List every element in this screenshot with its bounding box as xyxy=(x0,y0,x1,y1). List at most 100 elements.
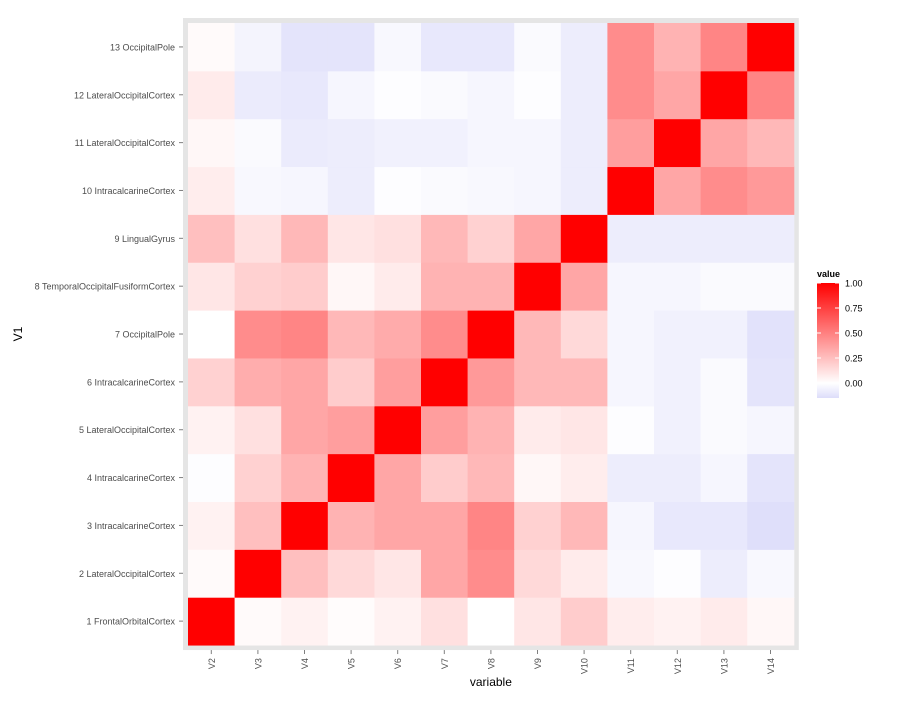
heatmap-cell xyxy=(467,262,515,311)
y-tick-label: 1 FrontalOrbitalCortex xyxy=(86,617,175,627)
heatmap-cell xyxy=(374,70,422,120)
heatmap-cell xyxy=(421,453,469,502)
heatmap-cell xyxy=(467,597,515,646)
heatmap-cell xyxy=(654,597,702,646)
heatmap-cell xyxy=(421,597,469,646)
y-tick-label: 10 IntracalcarineCortex xyxy=(82,186,176,196)
heatmap-cell xyxy=(234,597,282,646)
legend-ticks: 1.00 0.75 0.50 0.25 0.00 xyxy=(817,279,863,389)
heatmap-cell xyxy=(560,23,608,72)
heatmap-cell xyxy=(700,310,748,359)
y-tick-label: 3 IntracalcarineCortex xyxy=(87,521,176,531)
y-tick-label: 13 OccipitalPole xyxy=(110,42,175,52)
heatmap-cell xyxy=(374,262,422,311)
heatmap-cell xyxy=(747,310,795,359)
heatmap-cell xyxy=(234,357,282,407)
heatmap-cell xyxy=(747,262,795,311)
x-tick-label: V12 xyxy=(673,658,683,674)
x-tick-label: V8 xyxy=(486,658,496,669)
y-tick-label: 12 LateralOccipitalCortex xyxy=(74,90,176,100)
y-tick-label: 9 LingualGyrus xyxy=(114,234,175,244)
y-tick-label: 8 TemporalOccipitalFusiformCortex xyxy=(35,282,176,292)
heatmap-cell xyxy=(514,453,562,502)
heatmap-cell xyxy=(700,214,748,263)
heatmap-cell xyxy=(747,23,795,72)
heatmap-cell xyxy=(327,118,375,168)
heatmap-cell xyxy=(700,405,748,455)
x-axis-ticks: V2 V3 V4 V5 V6 V7 V8 V9 V10 V11 V12 V13 V14 xyxy=(207,650,776,674)
x-tick-label: V11 xyxy=(626,658,636,673)
heatmap-cell xyxy=(374,23,422,72)
heatmap-cell xyxy=(607,310,655,359)
heatmap-cell xyxy=(514,597,562,646)
heatmap-cell xyxy=(514,262,562,311)
heatmap-cell xyxy=(514,310,562,359)
legend-tick-label: 1.00 xyxy=(845,279,863,289)
heatmap-cell xyxy=(514,405,562,455)
heatmap-cell xyxy=(421,70,469,120)
heatmap-cell xyxy=(188,166,236,215)
heatmap-cell xyxy=(281,310,329,359)
heatmap-cell xyxy=(234,214,282,263)
x-tick-label: V6 xyxy=(393,658,403,669)
y-tick-label: 4 IntracalcarineCortex xyxy=(87,473,176,483)
heatmap-cell xyxy=(467,23,515,72)
heatmap-cell xyxy=(421,405,469,455)
heatmap-cell xyxy=(654,166,702,215)
heatmap-cell xyxy=(654,405,702,455)
heatmap-cell xyxy=(560,549,608,598)
legend-tick-label: 0.25 xyxy=(845,354,863,364)
heatmap-cell xyxy=(560,262,608,311)
y-tick-label: 6 IntracalcarineCortex xyxy=(87,377,176,387)
y-tick-label: 2 LateralOccipitalCortex xyxy=(79,569,176,579)
heatmap-cell xyxy=(281,453,329,502)
heatmap-cell xyxy=(560,405,608,455)
heatmap-cell xyxy=(514,118,562,168)
heatmap-cell xyxy=(467,166,515,215)
heatmap-cell xyxy=(560,166,608,215)
heatmap-cell xyxy=(421,23,469,72)
heatmap-cell xyxy=(700,597,748,646)
heatmap-cell xyxy=(327,262,375,311)
heatmap-cell xyxy=(234,166,282,215)
heatmap-cell xyxy=(327,23,375,72)
heatmap-cell xyxy=(374,118,422,168)
heatmap-cell xyxy=(514,23,562,72)
x-tick-label: V2 xyxy=(207,658,217,669)
heatmap-cell xyxy=(700,501,748,550)
heatmap-cell xyxy=(700,166,748,215)
heatmap-cell xyxy=(234,23,282,72)
x-tick-label: V14 xyxy=(766,658,776,674)
heatmap-cell xyxy=(607,549,655,598)
heatmap-cell xyxy=(560,597,608,646)
legend-tick-label: 0.75 xyxy=(845,304,863,314)
heatmap-cell xyxy=(467,70,515,120)
heatmap-cell xyxy=(607,23,655,72)
heatmap-cell xyxy=(747,166,795,215)
heatmap-cell xyxy=(374,405,422,455)
heatmap-cell xyxy=(747,70,795,120)
heatmap-cell xyxy=(514,357,562,407)
heatmap-cell xyxy=(188,453,236,502)
heatmap-cell xyxy=(607,166,655,215)
heatmap-cell xyxy=(281,214,329,263)
heatmap-cell xyxy=(560,357,608,407)
heatmap-cell xyxy=(700,23,748,72)
heatmap-cell xyxy=(327,549,375,598)
heatmap-cell xyxy=(188,549,236,598)
heatmap-cell xyxy=(560,214,608,263)
heatmap-cell xyxy=(374,549,422,598)
heatmap-cell xyxy=(654,310,702,359)
heatmap-cell xyxy=(188,70,236,120)
heatmap-cell xyxy=(514,501,562,550)
heatmap-cell xyxy=(747,118,795,168)
heatmap-cell xyxy=(467,501,515,550)
heatmap-cell xyxy=(700,357,748,407)
heatmap-cell xyxy=(700,453,748,502)
heatmap-cell xyxy=(374,357,422,407)
heatmap-cell xyxy=(654,70,702,120)
heatmap-cell xyxy=(654,357,702,407)
x-tick-label: V3 xyxy=(253,658,263,669)
heatmap-cell xyxy=(747,549,795,598)
